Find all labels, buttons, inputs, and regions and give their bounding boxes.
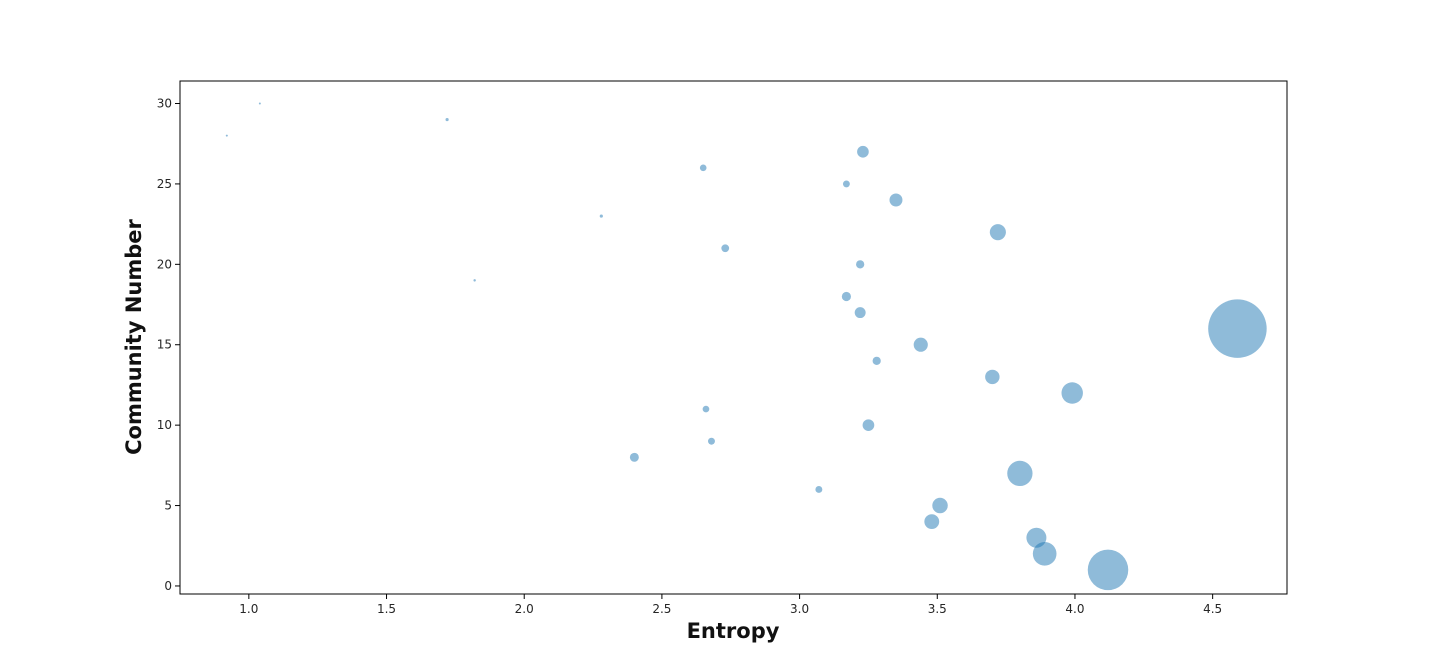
data-point — [856, 260, 865, 269]
data-point — [932, 497, 948, 514]
data-point — [629, 452, 639, 462]
data-point — [862, 419, 875, 431]
x-tick-label: 2.5 — [652, 602, 671, 616]
data-point — [924, 514, 940, 530]
y-tick-label: 5 — [164, 499, 172, 513]
data-point — [841, 291, 851, 302]
y-tick-label: 20 — [157, 257, 172, 271]
data-point — [854, 307, 866, 319]
data-point — [702, 405, 710, 413]
data-point — [699, 164, 707, 172]
data-point — [857, 145, 869, 158]
data-point — [842, 180, 850, 188]
data-point — [445, 118, 449, 122]
data-point — [258, 102, 261, 105]
data-point — [1208, 299, 1267, 358]
x-axis-title: Entropy — [687, 619, 780, 643]
plot-frame — [179, 80, 1288, 595]
y-axis-ticks: 0 5 10 15 20 25 30 — [157, 97, 180, 593]
data-point — [1007, 460, 1033, 487]
x-tick-label: 2.0 — [515, 602, 534, 616]
y-axis-title: Community Number — [122, 218, 146, 454]
data-point — [225, 134, 228, 137]
data-point — [1032, 541, 1057, 566]
data-point — [889, 193, 903, 207]
y-tick-label: 30 — [157, 97, 172, 111]
x-tick-label: 3.0 — [790, 602, 809, 616]
data-point — [1026, 527, 1047, 548]
y-tick-label: 10 — [157, 418, 172, 432]
data-point — [815, 486, 823, 493]
y-tick-label: 15 — [157, 338, 172, 352]
data-point — [1061, 382, 1083, 404]
y-tick-label: 25 — [157, 177, 172, 191]
x-tick-label: 1.0 — [239, 602, 258, 616]
x-tick-label: 1.5 — [377, 602, 396, 616]
data-point — [913, 337, 928, 352]
data-point — [473, 279, 476, 282]
data-point — [708, 437, 715, 445]
data-point — [599, 214, 603, 218]
data-point — [721, 244, 730, 253]
data-point — [872, 356, 881, 365]
data-point — [1087, 549, 1129, 591]
x-tick-label: 3.5 — [928, 602, 947, 616]
x-tick-label: 4.5 — [1203, 602, 1222, 616]
x-tick-label: 4.0 — [1065, 602, 1084, 616]
data-point — [985, 369, 1000, 385]
data-point — [989, 224, 1006, 241]
x-axis-ticks: 1.0 1.5 2.0 2.5 3.0 3.5 4.0 4.5 — [239, 594, 1222, 616]
y-tick-label: 0 — [164, 579, 172, 593]
data-points — [225, 102, 1267, 591]
